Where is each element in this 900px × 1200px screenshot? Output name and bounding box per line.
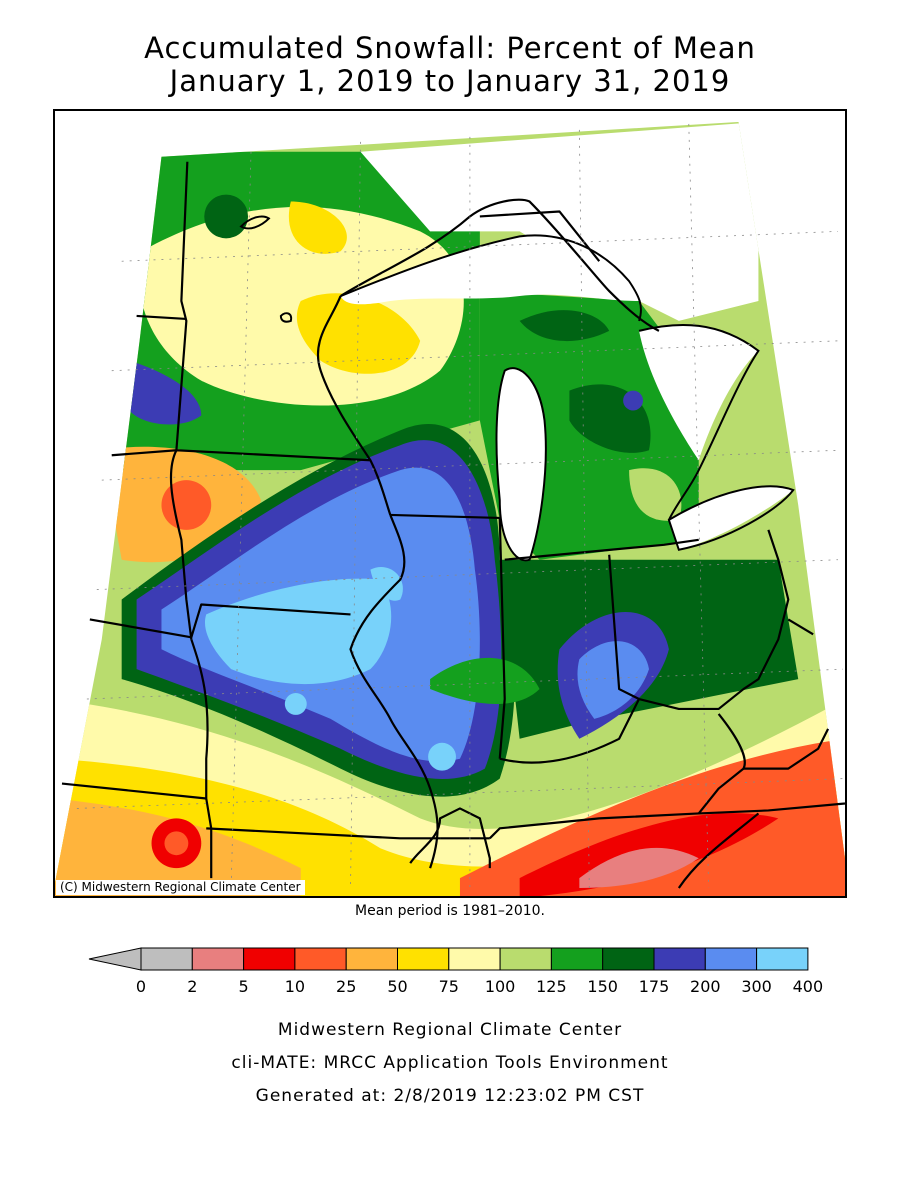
legend-bin [756,947,809,971]
map-graphic [55,121,845,896]
legend-bin [499,947,552,971]
snowfall-map: (C) Midwestern Regional Climate Center [53,109,847,898]
legend-arrow [88,947,142,971]
legend-tick-label: 5 [239,977,249,996]
map-title-line2: January 1, 2019 to January 31, 2019 [169,64,731,98]
colour-fields [55,121,845,896]
legend-tick-label: 400 [793,977,824,996]
legend-tick-label: 125 [536,977,567,996]
legend-tick-label: 50 [387,977,407,996]
legend-tick-label: 75 [439,977,459,996]
legend-bin [294,947,347,971]
map-title-line1: Accumulated Snowfall: Percent of Mean [144,31,756,65]
legend-tick-label: 300 [741,977,772,996]
legend-bin [345,947,399,971]
legend-tick-label: 0 [136,977,146,996]
state-boundaries [61,161,845,889]
footer-organization: Midwestern Regional Climate Center [277,1020,623,1040]
map-credit: (C) Midwestern Regional Climate Center [56,880,305,895]
legend-bin [191,947,245,971]
colour-legend: 0 2 5 10 25 50 75 100 125 150 175 200 300 400 [88,947,824,996]
mean-period-note: Mean period is 1981–2010. [355,903,545,919]
legend-tick-label: 25 [336,977,356,996]
legend-bin [653,947,706,971]
legend-tick-label: 200 [690,977,721,996]
legend-bin [704,947,758,971]
legend-bin [602,947,655,971]
legend-tick-label: 150 [587,977,618,996]
legend-bin [550,947,604,971]
footer-tool: cli-MATE: MRCC Application Tools Environ… [231,1053,669,1073]
legend-tick-label: 175 [639,977,670,996]
footer-generated: Generated at: 2/8/2019 12:23:02 PM CST [255,1086,645,1106]
legend-bin [448,947,501,971]
legend-bin [397,947,450,971]
legend-bin [140,947,193,971]
lake-shorelines [239,215,795,562]
legend-tick-label: 100 [485,977,516,996]
graticule [76,123,844,889]
legend-bin [243,947,296,971]
legend-tick-label: 2 [187,977,197,996]
legend-tick-label: 10 [285,977,305,996]
